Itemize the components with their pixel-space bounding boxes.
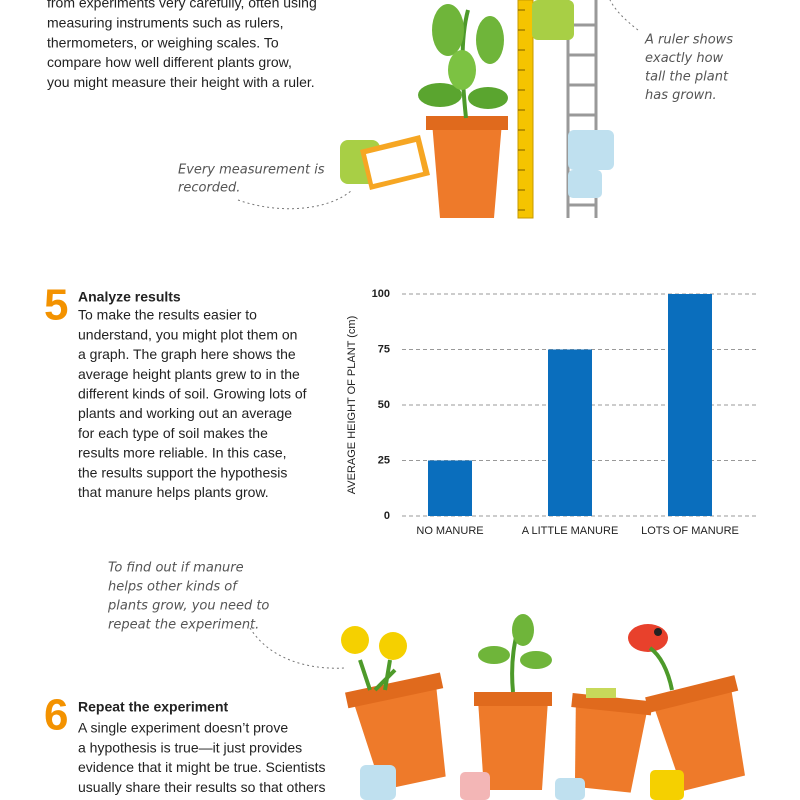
bar — [668, 294, 712, 516]
section-line: evidence that it might be true. Scientis… — [78, 759, 325, 775]
x-tick-label: A LITTLE MANURE — [522, 525, 619, 537]
annotation-line: helps other kinds of — [108, 580, 239, 595]
y-tick-label: 50 — [378, 399, 390, 411]
annotation-line: recorded. — [178, 181, 240, 196]
annotation-line: repeat the experiment. — [108, 618, 259, 633]
section-number: 5 — [44, 281, 68, 330]
y-tick-label: 25 — [378, 454, 390, 466]
y-tick-label: 0 — [384, 510, 390, 522]
x-tick-label: NO MANURE — [416, 525, 483, 537]
section-line: for each type of soil makes the — [78, 425, 268, 441]
bar — [548, 349, 592, 516]
annotation-line: exactly how — [645, 51, 724, 66]
section-line: results more reliable. In this case, — [78, 445, 287, 461]
y-tick-label: 100 — [372, 288, 390, 300]
illustration-pots — [249, 614, 745, 800]
section-number: 6 — [44, 691, 68, 740]
annotation-line: A ruler shows — [644, 33, 733, 48]
section-line: that manure helps plants grow. — [78, 484, 269, 500]
intro-line: thermometers, or weighing scales. To — [47, 34, 279, 50]
annotation-line: plants grow, you need to — [107, 599, 269, 614]
section-line: To make the results easier to — [78, 307, 257, 323]
intro-line: compare how well different plants grow, — [47, 54, 292, 70]
section-heading: Repeat the experiment — [78, 699, 228, 715]
illustration-measuring — [237, 0, 639, 219]
section-line: a hypothesis is true—it just provides — [78, 739, 302, 755]
section-line: a graph. The graph here shows the — [78, 346, 296, 362]
y-axis-label: AVERAGE HEIGHT OF PLANT (cm) — [346, 316, 358, 494]
section-line: plants and working out an average — [78, 405, 292, 421]
section-line: average height plants grew to in the — [78, 366, 300, 382]
section-line: A single experiment doesn’t prove — [78, 720, 288, 736]
annotation-line: To find out if manure — [108, 561, 244, 576]
x-tick-label: LOTS OF MANURE — [641, 525, 739, 537]
y-tick-label: 75 — [378, 343, 390, 355]
section-line: different kinds of soil. Growing lots of — [78, 386, 307, 402]
intro-line: measuring instruments such as rulers, — [47, 15, 284, 31]
section-line: usually share their results so that othe… — [78, 779, 325, 795]
section-line: the results support the hypothesis — [78, 464, 287, 480]
bar — [428, 460, 472, 516]
annotation-line: has grown. — [645, 88, 717, 103]
annotation-line: Every measurement is — [178, 163, 325, 178]
intro-line: from experiments very carefully, often u… — [47, 0, 317, 11]
section-heading: Analyze results — [78, 289, 181, 305]
section-line: understand, you might plot them on — [78, 326, 297, 342]
intro-line: you might measure their height with a ru… — [47, 74, 315, 90]
annotation-line: tall the plant — [645, 70, 729, 85]
